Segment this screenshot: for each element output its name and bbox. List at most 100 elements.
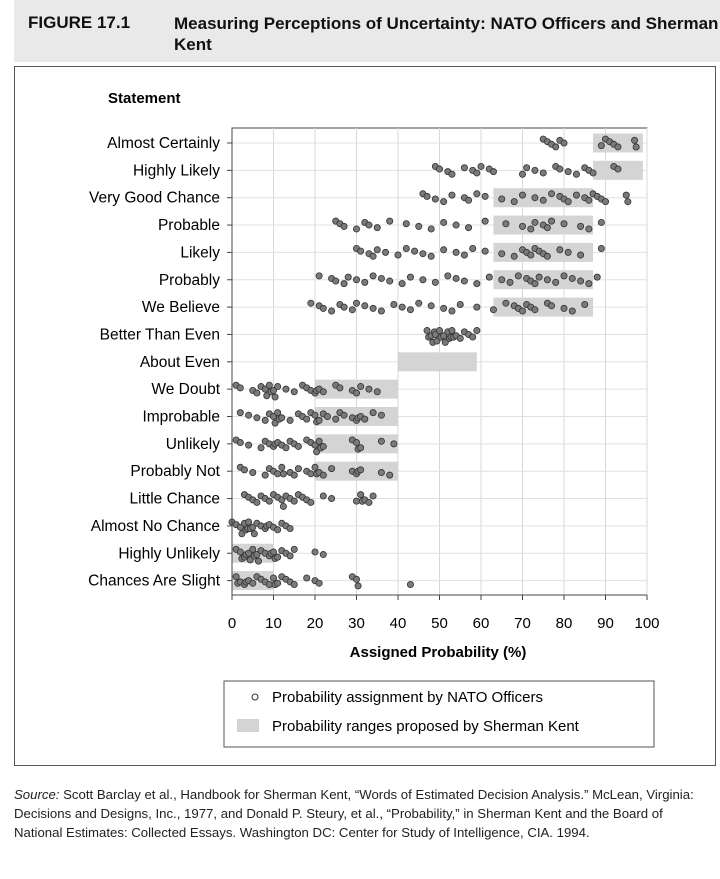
officer-point	[398, 303, 406, 311]
officer-point	[622, 191, 630, 199]
officer-point	[423, 327, 431, 335]
officer-point	[238, 530, 246, 538]
officer-point	[481, 192, 489, 200]
officer-point	[245, 441, 253, 449]
officer-point	[460, 164, 468, 172]
officer-point	[560, 272, 568, 280]
legend-label-officers: Probability assignment by NATO Officers	[272, 689, 543, 706]
officer-point	[245, 518, 253, 526]
officer-point	[365, 385, 373, 393]
officer-point	[402, 244, 410, 252]
officer-point	[365, 498, 373, 506]
officer-point	[440, 304, 448, 312]
officer-point	[357, 444, 365, 452]
y-tick-label: Better Than Even	[100, 326, 220, 343]
officer-point	[577, 277, 585, 285]
officer-point	[328, 307, 336, 315]
figure-title: Measuring Perceptions of Uncertainty: NA…	[174, 14, 719, 54]
officer-point	[274, 383, 282, 391]
legend-dot-icon	[251, 693, 259, 701]
officer-point	[361, 415, 369, 423]
officer-point	[465, 196, 473, 204]
officer-point	[448, 191, 456, 199]
y-tick-label: Probably	[159, 272, 220, 289]
officer-point	[369, 492, 377, 500]
officer-point	[440, 218, 448, 226]
officer-point	[319, 492, 327, 500]
officer-point	[452, 274, 460, 282]
officer-point	[502, 220, 510, 228]
y-axis-title: Statement	[108, 90, 181, 107]
officer-point	[577, 251, 585, 259]
officer-point	[269, 574, 277, 582]
officer-point	[624, 198, 632, 206]
officer-point	[340, 222, 348, 230]
officer-point	[369, 304, 377, 312]
officer-point	[431, 195, 439, 203]
officer-point	[465, 224, 473, 232]
officer-point	[254, 557, 262, 565]
officer-point	[394, 251, 402, 259]
officer-point	[560, 220, 568, 228]
officer-point	[448, 307, 456, 315]
officer-point	[236, 384, 244, 392]
officer-point	[315, 437, 323, 445]
officer-point	[539, 169, 547, 177]
officer-point	[473, 303, 481, 311]
chart-frame	[14, 66, 716, 766]
officer-point	[361, 278, 369, 286]
officer-point	[340, 303, 348, 311]
officer-point	[531, 306, 539, 314]
x-tick-label: 40	[390, 615, 407, 632]
officer-point	[481, 247, 489, 255]
officer-point	[240, 466, 248, 474]
officer-point	[477, 162, 485, 170]
officer-point	[261, 416, 269, 424]
officer-point	[548, 190, 556, 198]
officer-point	[311, 463, 319, 471]
officer-point	[539, 196, 547, 204]
officer-point	[269, 548, 277, 556]
officer-point	[249, 523, 257, 531]
officer-point	[290, 581, 298, 589]
officer-point	[348, 306, 356, 314]
officer-point	[290, 471, 298, 479]
officer-point	[377, 307, 385, 315]
officer-point	[597, 142, 605, 150]
officer-point	[352, 497, 360, 505]
officer-point	[373, 246, 381, 254]
x-tick-label: 60	[473, 615, 490, 632]
officer-point	[332, 277, 340, 285]
officer-point	[352, 299, 360, 307]
officer-point	[415, 222, 423, 230]
officer-point	[265, 381, 273, 389]
officer-point	[249, 579, 257, 587]
officer-point	[535, 273, 543, 281]
officer-point	[452, 248, 460, 256]
officer-point	[357, 491, 365, 499]
officer-point	[456, 334, 464, 342]
officer-point	[245, 411, 253, 419]
officer-point	[336, 384, 344, 392]
officer-point	[560, 304, 568, 312]
officer-point	[427, 225, 435, 233]
officer-point	[307, 299, 315, 307]
officer-point	[440, 246, 448, 254]
officer-point	[315, 579, 323, 587]
officer-point	[390, 440, 398, 448]
officer-point	[543, 224, 551, 232]
officer-point	[352, 389, 360, 397]
y-tick-label: Chances Are Slight	[88, 573, 221, 590]
y-tick-label: Almost No Chance	[91, 518, 220, 535]
officer-point	[278, 463, 286, 471]
officer-point	[456, 300, 464, 308]
officer-point	[498, 276, 506, 284]
officer-point	[431, 278, 439, 286]
officer-point	[390, 300, 398, 308]
kent-range-bar	[493, 297, 594, 317]
officer-point	[444, 272, 452, 280]
officer-point	[498, 195, 506, 203]
y-tick-label: Very Good Chance	[89, 190, 220, 207]
x-tick-label: 100	[634, 615, 659, 632]
